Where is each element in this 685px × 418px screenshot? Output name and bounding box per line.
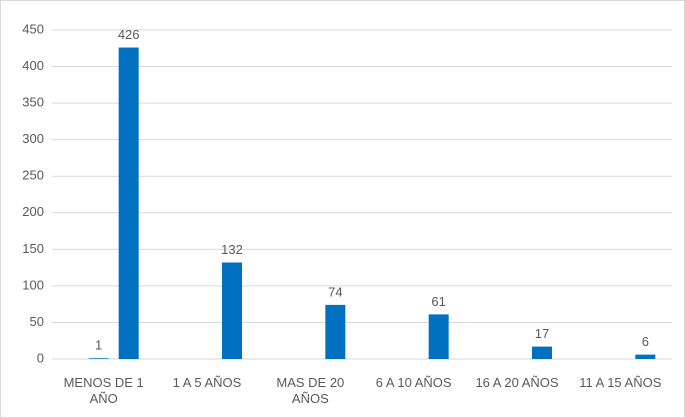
y-tick-label: 50	[30, 314, 44, 329]
x-tick-label: MENOS DE 1 AÑO	[63, 375, 144, 406]
x-tick-label: 16 A 20 AÑOS	[475, 375, 559, 390]
x-tick-label: MAS DE 20 AÑOS	[276, 375, 345, 406]
data-label: 132	[221, 242, 243, 257]
bar	[222, 262, 242, 359]
bar	[532, 346, 552, 359]
bar	[325, 304, 346, 359]
y-tick-label: 0	[37, 350, 44, 365]
x-tick-label: 6 A 10 AÑOS	[375, 375, 452, 390]
y-tick-label: 200	[22, 204, 44, 219]
data-label: 6	[642, 334, 649, 349]
y-tick-label: 150	[22, 241, 44, 256]
y-tick-label: 350	[22, 95, 44, 110]
data-label: 17	[535, 326, 549, 341]
data-label: 61	[431, 294, 445, 309]
bar	[118, 47, 139, 360]
bar	[635, 354, 656, 359]
x-tick-label: 11 A 15 AÑOS	[579, 375, 662, 390]
data-label: 74	[328, 284, 342, 299]
x-tick-label: 1 A 5 AÑOS	[172, 375, 242, 390]
bar	[88, 358, 109, 359]
data-label: 1	[95, 338, 102, 353]
y-tick-label: 100	[22, 277, 44, 292]
y-tick-label: 450	[22, 21, 44, 36]
y-tick-label: 300	[22, 131, 44, 146]
data-label: 426	[118, 27, 140, 42]
y-tick-label: 250	[22, 168, 44, 183]
y-tick-label: 400	[22, 58, 44, 73]
bar	[428, 314, 449, 359]
